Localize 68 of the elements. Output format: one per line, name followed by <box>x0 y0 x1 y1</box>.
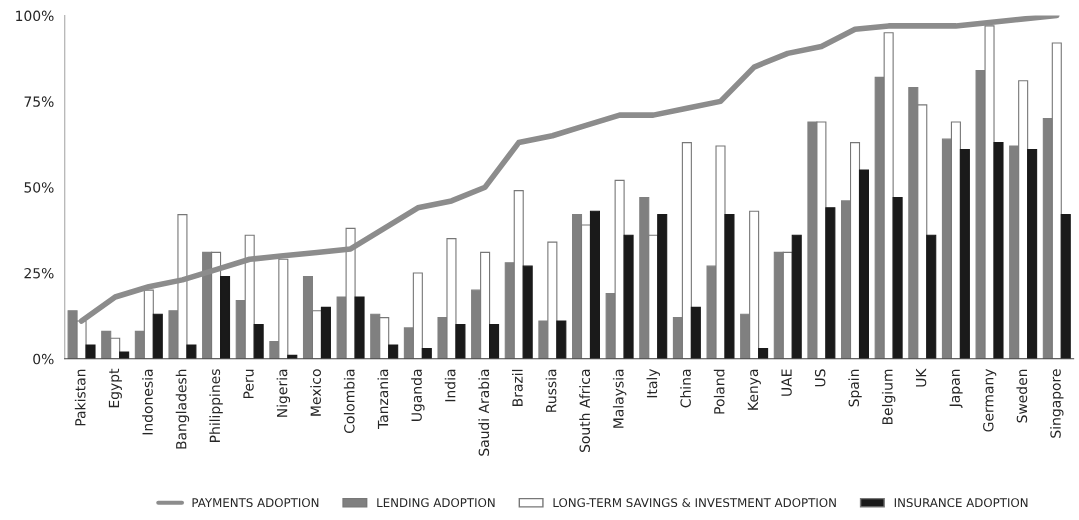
x-tick-label: Spain <box>848 369 862 407</box>
bar <box>724 214 735 359</box>
x-tick-label: Poland <box>713 369 725 414</box>
bar <box>354 296 365 359</box>
x-tick-label: Mexico <box>310 369 321 416</box>
x-tick-label: Colombia <box>343 369 355 434</box>
y-tick-label: 50% <box>24 182 54 193</box>
x-tick-label: Peru <box>243 369 254 399</box>
x-tick-label: Bangladesh <box>175 369 190 449</box>
x-tick-label: Italy <box>646 368 660 398</box>
legend-label: LONG-TERM SAVINGS & INVESTMENT ADOPTION <box>553 498 836 508</box>
x-tick-label: Saudi Arabia <box>478 369 490 456</box>
bar <box>556 320 567 359</box>
bar <box>253 323 264 359</box>
x-tick-label: South Africa <box>579 369 591 452</box>
bar <box>825 207 836 359</box>
bar <box>219 275 231 359</box>
bar <box>791 234 802 359</box>
x-tick-label: China <box>680 369 691 408</box>
bar <box>455 323 466 359</box>
x-tick-label: Pakistan <box>74 369 86 426</box>
x-tick-label: Malaysia <box>612 369 627 428</box>
bar <box>589 210 600 359</box>
bar <box>892 196 903 359</box>
x-tick-label: Germany <box>983 368 997 432</box>
bar <box>320 306 331 359</box>
bar <box>993 142 1004 359</box>
x-tick-label: India <box>444 369 456 402</box>
bar <box>623 234 634 359</box>
y-tick-label: 25% <box>24 267 54 279</box>
bar <box>926 234 937 359</box>
bar <box>489 323 500 359</box>
bar <box>858 169 870 359</box>
bar <box>119 351 130 359</box>
x-tick-label: Belgium <box>881 369 896 425</box>
x-tick-label: UAE <box>781 369 792 396</box>
x-tick-label: Philippines <box>209 369 223 442</box>
bar <box>152 313 163 359</box>
x-tick-label: Japan <box>949 369 963 408</box>
bar <box>1027 148 1038 359</box>
x-tick-label: Egypt <box>108 368 122 408</box>
x-tick-label: Nigeria <box>276 369 291 417</box>
x-tick-label: Brazil <box>512 369 523 406</box>
bar <box>758 347 769 359</box>
legend-label: INSURANCE ADOPTION <box>894 498 1028 508</box>
x-tick-label: UK <box>915 368 927 387</box>
bar <box>690 306 701 359</box>
x-tick-label: Sweden <box>1016 369 1028 423</box>
x-tick-label: Russia <box>545 369 557 412</box>
bar <box>388 344 399 359</box>
legend-label: PAYMENTS ADOPTION <box>192 498 319 508</box>
x-tick-label: Kenya <box>747 369 761 410</box>
bar <box>85 344 96 359</box>
bar <box>657 214 668 359</box>
bar <box>186 344 197 359</box>
x-tick-label: Singapore <box>1050 369 1064 438</box>
y-tick-label: 75% <box>24 96 54 107</box>
legend-label: LENDING ADOPTION <box>377 498 495 508</box>
bar <box>421 347 432 359</box>
bar <box>522 265 533 359</box>
x-tick-label: Indonesia <box>142 369 153 435</box>
bar <box>1060 214 1071 359</box>
x-tick-label: US <box>814 369 826 387</box>
bar <box>959 148 970 359</box>
x-tick-label: Tanzania <box>377 369 389 430</box>
x-tick-label: Uganda <box>411 369 425 421</box>
y-tick-label: 0% <box>33 353 54 365</box>
y-tick-label: 100% <box>16 10 54 22</box>
